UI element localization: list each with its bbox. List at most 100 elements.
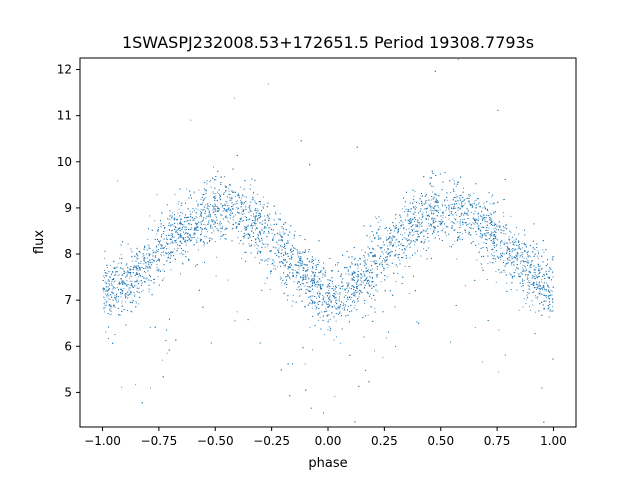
data-point: [307, 270, 308, 272]
data-point: [406, 229, 408, 231]
data-point: [514, 272, 516, 273]
data-point: [136, 267, 138, 269]
data-point: [334, 395, 336, 397]
data-point: [380, 263, 382, 265]
data-point: [209, 181, 211, 182]
data-point: [318, 284, 320, 286]
data-point: [232, 216, 234, 218]
data-point: [255, 215, 257, 217]
data-point: [135, 302, 137, 304]
data-point: [152, 249, 154, 251]
data-point: [494, 223, 496, 225]
data-point: [264, 215, 266, 217]
data-point: [103, 291, 105, 293]
data-point: [140, 269, 141, 271]
data-point: [181, 252, 183, 254]
data-point: [361, 277, 363, 279]
data-point: [122, 282, 124, 284]
data-point: [138, 303, 140, 305]
data-point: [352, 285, 354, 287]
data-points: [102, 59, 554, 423]
data-point: [551, 291, 553, 293]
data-point: [175, 239, 177, 241]
data-point: [529, 256, 531, 258]
data-point: [313, 301, 315, 303]
data-point: [494, 242, 495, 243]
data-point: [511, 251, 513, 253]
data-point: [495, 281, 497, 283]
data-point: [105, 305, 107, 306]
data-point: [264, 282, 266, 284]
data-point: [162, 359, 163, 361]
data-point: [517, 245, 519, 247]
data-point: [337, 264, 339, 266]
data-point: [468, 202, 470, 204]
data-point: [471, 203, 473, 205]
data-point: [446, 226, 448, 228]
data-point: [345, 305, 347, 307]
data-point: [299, 256, 301, 257]
data-point: [212, 192, 214, 194]
data-point: [392, 246, 394, 248]
data-point: [103, 307, 105, 309]
data-point: [426, 200, 428, 201]
data-point: [104, 277, 106, 278]
data-point: [460, 219, 462, 221]
data-point: [403, 227, 405, 228]
data-point: [322, 274, 324, 276]
data-point: [322, 298, 324, 300]
data-point: [364, 256, 365, 258]
data-point: [331, 283, 333, 285]
data-point: [196, 200, 198, 202]
data-point: [464, 285, 466, 287]
data-point: [131, 311, 133, 313]
data-point: [142, 256, 144, 258]
data-point: [474, 202, 475, 204]
data-point: [157, 244, 159, 246]
data-point: [297, 255, 299, 257]
data-point: [376, 260, 378, 262]
data-point: [165, 245, 167, 247]
data-point: [486, 239, 487, 240]
data-point: [227, 279, 229, 281]
data-point: [317, 284, 319, 286]
data-point: [267, 260, 269, 262]
data-point: [473, 241, 475, 243]
data-point: [124, 284, 126, 286]
data-point: [386, 276, 388, 278]
data-point: [353, 270, 355, 272]
data-point: [453, 180, 455, 182]
data-point: [224, 176, 225, 178]
data-point: [333, 295, 335, 297]
data-point: [161, 234, 163, 235]
data-point: [298, 266, 300, 268]
data-point: [230, 215, 232, 217]
data-point: [284, 244, 286, 246]
data-point: [314, 279, 316, 280]
data-point: [462, 233, 463, 235]
data-point: [147, 244, 149, 246]
data-point: [189, 211, 191, 212]
data-point: [179, 253, 181, 255]
data-point: [538, 265, 540, 267]
data-point: [237, 236, 239, 238]
data-point: [273, 261, 275, 263]
data-point: [518, 309, 520, 311]
data-point: [162, 245, 163, 247]
data-point: [237, 192, 239, 194]
data-point: [529, 267, 531, 269]
data-point: [109, 284, 111, 286]
data-point: [206, 183, 208, 185]
data-point: [480, 237, 482, 239]
data-point: [449, 245, 451, 247]
data-point: [104, 281, 106, 283]
data-point: [149, 327, 151, 328]
data-point: [124, 283, 126, 284]
data-point: [319, 294, 321, 296]
data-point: [526, 269, 528, 271]
data-point: [174, 248, 176, 250]
data-point: [148, 291, 150, 293]
data-point: [102, 289, 104, 291]
data-point: [187, 232, 189, 234]
data-point: [413, 228, 415, 230]
